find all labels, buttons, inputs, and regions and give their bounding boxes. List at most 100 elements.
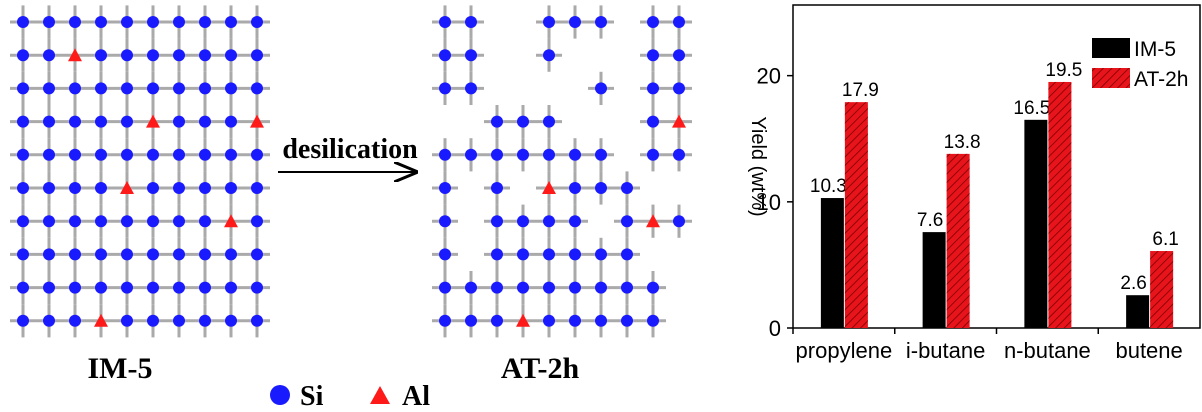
si-atom [121, 82, 133, 95]
si-atom [517, 115, 529, 128]
bar-hatch [1048, 81, 1072, 328]
si-atom [147, 248, 159, 261]
al-atom [672, 114, 686, 128]
si-atom [543, 215, 555, 228]
value-label: 2.6 [1120, 273, 1146, 294]
si-atom [43, 215, 55, 228]
si-atom [569, 148, 581, 161]
si-atom [673, 16, 685, 28]
arrow-label: desilication [282, 134, 418, 165]
al-atom [68, 48, 82, 62]
si-atom [17, 248, 29, 261]
si-atom [43, 248, 55, 261]
si-atom [147, 281, 159, 294]
si-atom [465, 16, 477, 28]
si-atom [225, 248, 237, 261]
si-atom [569, 314, 581, 327]
si-atom [69, 281, 81, 294]
si-atom [647, 148, 659, 161]
si-atom [569, 182, 581, 194]
si-atom [251, 148, 263, 161]
si-atom [543, 16, 555, 28]
x-tick-label: butene [1115, 338, 1182, 363]
al-atom [120, 181, 134, 194]
al-atom [646, 214, 660, 228]
si-atom [595, 82, 607, 95]
value-label: 10.3 [810, 176, 847, 197]
si-atom [147, 148, 159, 161]
si-atom [147, 16, 159, 28]
si-atom [17, 215, 29, 228]
si-atom [251, 281, 263, 294]
si-atom [17, 148, 29, 161]
x-tick-label: propylene [796, 338, 893, 363]
value-label: 17.9 [842, 80, 879, 101]
si-atom [199, 314, 211, 327]
bar-chart: 0 10 20 Yield (wt%) propylene 10.3 17.9 i-butan… [747, 4, 1201, 363]
si-atom [173, 314, 185, 327]
si-atom [17, 314, 29, 327]
si-atom [43, 314, 55, 327]
si-atom [121, 248, 133, 261]
legend-swatch [1092, 38, 1130, 58]
si-atom [43, 115, 55, 128]
si-atom [595, 314, 607, 327]
si-atom [251, 248, 263, 261]
si-atom [173, 49, 185, 62]
right-label: AT-2h [501, 352, 580, 385]
si-atom [543, 115, 555, 128]
si-atom [491, 182, 503, 194]
si-atom [225, 314, 237, 327]
al-atom [94, 313, 108, 327]
si-atom [251, 314, 263, 327]
si-atom [43, 148, 55, 161]
si-atom [121, 148, 133, 161]
si-atom [491, 115, 503, 128]
si-atom [95, 16, 107, 28]
si-atom [147, 215, 159, 228]
si-atom [439, 182, 451, 194]
value-label: 6.1 [1152, 229, 1178, 250]
si-atom [439, 49, 451, 62]
si-atom [543, 248, 555, 261]
si-atom [95, 182, 107, 194]
si-atom [17, 82, 29, 95]
si-atom [647, 314, 659, 327]
si-atom [95, 82, 107, 95]
si-atom [69, 82, 81, 95]
si-atom [439, 16, 451, 28]
si-atom [647, 16, 659, 28]
al-atom [516, 313, 530, 327]
si-atom [647, 115, 659, 128]
si-atom [69, 16, 81, 28]
al-atom [250, 114, 264, 128]
si-atom [173, 82, 185, 95]
si-atom [621, 215, 633, 228]
si-atom [17, 182, 29, 194]
al-atom [224, 214, 238, 228]
si-atom [465, 281, 477, 294]
si-atom [439, 248, 451, 261]
si-atom [69, 215, 81, 228]
si-atom [199, 182, 211, 194]
si-atom [569, 248, 581, 261]
bar-hatch [1150, 251, 1174, 328]
si-atom [439, 148, 451, 161]
si-atom [121, 115, 133, 128]
si-atom [225, 115, 237, 128]
value-label: 16.5 [1013, 98, 1050, 119]
bar [922, 232, 946, 328]
legend-al: Al [402, 381, 430, 412]
bar-hatch [844, 102, 868, 328]
lattices [10, 5, 692, 338]
si-atom [199, 16, 211, 28]
si-atom [569, 281, 581, 294]
legend-al-marker [370, 386, 390, 404]
si-atom [673, 82, 685, 95]
legend-si-marker [270, 385, 290, 405]
si-atom [69, 182, 81, 194]
si-atom [121, 215, 133, 228]
si-atom [251, 82, 263, 95]
si-atom [491, 148, 503, 161]
si-atom [225, 182, 237, 194]
